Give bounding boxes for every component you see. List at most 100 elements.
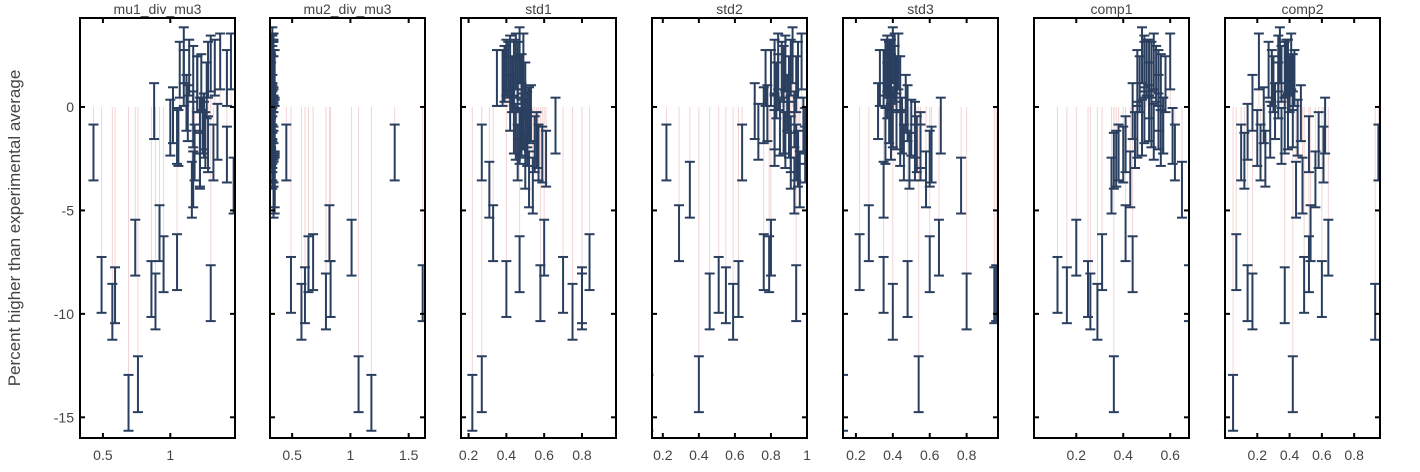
error-bar — [558, 255, 569, 314]
panel-plot-4 — [843, 26, 998, 432]
error-bar — [961, 272, 972, 331]
error-bar — [285, 255, 296, 314]
error-bar — [913, 355, 924, 414]
error-bar — [863, 204, 874, 263]
error-bar — [510, 102, 521, 161]
error-bar — [1303, 115, 1314, 174]
error-bar — [165, 98, 176, 157]
error-bar — [1167, 107, 1178, 165]
error-bar — [904, 131, 915, 190]
error-bar — [704, 272, 715, 331]
error-bar — [791, 264, 802, 323]
error-bar — [1320, 96, 1331, 155]
error-bar — [520, 131, 531, 190]
error-bar — [926, 125, 937, 184]
panel-frame — [842, 17, 999, 439]
x-tick-label: 0.6 — [920, 447, 940, 463]
error-bar — [130, 218, 141, 277]
panel-title: std1 — [525, 1, 552, 17]
panel-frames-layer: mu1_div_mu3 0.5 1 0 -5 -10 -15 mu2_div_mu3 0.5 1 1… — [54, 1, 1381, 463]
error-bar — [491, 49, 502, 107]
x-tick-label: 0.5 — [93, 447, 113, 463]
error-bar — [96, 255, 107, 314]
error-bar — [1287, 90, 1298, 149]
error-bar — [320, 272, 331, 331]
error-bar — [541, 129, 552, 188]
error-bar — [791, 55, 802, 114]
panel-guides-1 — [270, 55, 424, 403]
error-bar — [221, 125, 232, 184]
error-bar — [150, 272, 161, 331]
error-bar — [215, 32, 226, 91]
error-bar — [1318, 125, 1329, 184]
error-bar — [512, 123, 523, 182]
x-tick-label: 0.2 — [846, 447, 866, 463]
error-bar — [991, 264, 998, 323]
error-bar — [753, 102, 764, 161]
x-tick-label: 0.8 — [572, 447, 592, 463]
error-bar — [270, 156, 280, 215]
panel-title: std2 — [716, 1, 743, 17]
panel-frame — [269, 17, 426, 439]
x-tick-label: 0.8 — [761, 447, 781, 463]
error-bar — [1279, 266, 1290, 325]
error-bar — [1276, 107, 1287, 165]
error-bar — [720, 266, 731, 325]
panel-plot-0 — [88, 26, 235, 432]
error-bar — [1118, 125, 1129, 184]
error-bar — [1134, 55, 1145, 114]
error-bar — [924, 235, 935, 294]
error-bar — [522, 109, 533, 167]
error-bar — [713, 255, 724, 314]
error-bar — [389, 123, 400, 182]
y-tick-label: -10 — [54, 306, 74, 322]
error-bar — [132, 355, 143, 414]
error-bar — [769, 109, 780, 167]
error-bar — [346, 218, 357, 277]
error-bar — [584, 233, 595, 292]
error-bar — [880, 107, 891, 165]
x-tick-label: 1 — [166, 447, 174, 463]
error-bar — [785, 131, 796, 190]
error-bar — [897, 96, 908, 155]
error-bar — [1247, 272, 1258, 331]
error-bar — [758, 233, 769, 292]
error-bar — [1061, 266, 1072, 325]
x-tick-label: 1 — [803, 447, 811, 463]
y-tick-label: -5 — [62, 202, 75, 218]
error-bar — [467, 373, 478, 432]
error-bar — [181, 73, 192, 132]
error-bar — [1148, 102, 1159, 161]
error-bar — [933, 218, 944, 277]
error-bar — [1370, 282, 1380, 341]
error-bar — [1231, 233, 1242, 292]
error-bar — [208, 123, 219, 182]
error-bar — [1169, 123, 1180, 182]
error-bar — [476, 123, 487, 182]
error-bar — [88, 123, 99, 182]
error-bar — [956, 156, 967, 215]
error-bar — [299, 266, 310, 325]
panel-guides-4 — [843, 55, 997, 403]
error-bar — [1260, 129, 1271, 188]
error-bar — [1313, 111, 1324, 169]
error-bar — [567, 282, 578, 341]
error-bar — [1085, 272, 1096, 331]
error-bar — [902, 260, 913, 318]
error-bar — [149, 82, 160, 141]
error-bar — [172, 107, 183, 165]
x-tick-label: 0.2 — [1067, 447, 1087, 463]
panel-frame — [1033, 17, 1190, 439]
error-bar — [1127, 235, 1138, 294]
error-bar — [887, 282, 898, 341]
error-bar — [765, 218, 776, 277]
x-tick-label: 0.2 — [653, 447, 673, 463]
error-bar — [873, 82, 884, 141]
error-bar — [843, 373, 848, 432]
error-bar — [1120, 204, 1131, 263]
error-bar — [1373, 123, 1380, 182]
error-bar — [189, 123, 200, 182]
panel-guides-3 — [665, 55, 806, 385]
error-bar — [188, 90, 199, 149]
error-bar — [1071, 218, 1082, 277]
